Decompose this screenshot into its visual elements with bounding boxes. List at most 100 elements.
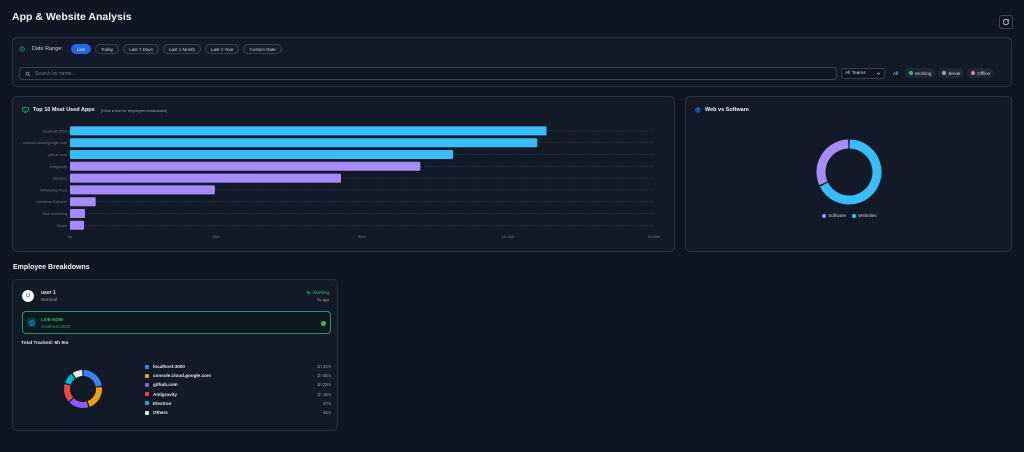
list-item[interactable]: console.cloud.google.com 1h 40m xyxy=(145,371,331,380)
live-app-icon xyxy=(27,318,36,327)
status-dot xyxy=(971,71,976,75)
bar-label-localhost-3000: localhost:3000 xyxy=(43,129,68,133)
search-field[interactable] xyxy=(19,67,837,80)
legend-item-websites: Websites xyxy=(852,213,877,218)
web-vs-software-title: Web vs Software xyxy=(705,107,749,113)
live-app-name: localhost:3000 xyxy=(41,324,71,329)
app-time: 1h 40m xyxy=(317,373,331,379)
bar-label-whatsapp-root: WhatsApp.Root xyxy=(40,188,68,192)
donut-slice-websites[interactable] xyxy=(819,139,882,205)
bar-electron[interactable] xyxy=(70,173,341,183)
date-option-custom-date[interactable]: Custom Date xyxy=(243,44,282,54)
status-label: Working xyxy=(312,290,329,295)
bar-label-console-cloud-google-com: console.cloud.google.com xyxy=(23,141,67,145)
date-range-row: Date Range: Live Today Last 7 Days Last 1 M… xyxy=(19,44,282,54)
app-color-swatch xyxy=(145,401,149,406)
bar-skype[interactable] xyxy=(70,220,85,230)
bar-whatsapp-root[interactable] xyxy=(70,185,215,195)
donut-slice-electron[interactable] xyxy=(65,373,76,385)
date-option-last-7-days[interactable]: Last 7 Days xyxy=(123,44,159,54)
app-time: 47m xyxy=(322,400,331,406)
status-filter-all[interactable]: All xyxy=(889,68,902,78)
live-indicator xyxy=(321,321,326,326)
list-item[interactable]: github.com 1h 22m xyxy=(145,380,331,389)
top-apps-bar-chart: localhost:3000 console.cloud.google.com gi… xyxy=(23,126,660,239)
employee-card[interactable]: U user 1 General Working 5s ago LIVE NOW… xyxy=(12,279,338,431)
legend-label: Websites xyxy=(858,213,877,218)
bar-label-windows-explorer: Windows Explorer xyxy=(36,200,67,204)
web-vs-software-panel: Web vs Software Software Websites xyxy=(685,96,1012,252)
x-tick-label: 1h 15m xyxy=(502,235,515,239)
live-now-box: LIVE NOW localhost:3000 xyxy=(22,311,331,334)
donut-slice-localhost-3000[interactable] xyxy=(83,370,102,387)
status-filter-break[interactable]: Break xyxy=(938,68,965,78)
team-select[interactable]: All Teams xyxy=(841,68,885,79)
app-color-swatch xyxy=(145,382,149,387)
team-select-value: All Teams xyxy=(845,71,866,76)
activity-icon xyxy=(305,290,311,295)
app-name: Antigravity xyxy=(153,391,177,397)
x-tick-label: 50m xyxy=(358,235,365,239)
date-range-label: Date Range: xyxy=(32,46,63,52)
app-color-swatch xyxy=(145,410,149,415)
top-apps-panel: Top 10 Most Used Apps (Click a bar for e… xyxy=(12,96,675,252)
date-option-today[interactable]: Today xyxy=(95,44,120,54)
date-option-last-1-month[interactable]: Last 1 Month xyxy=(162,44,201,54)
total-tracked: Total Tracked: 6h 9m xyxy=(21,341,69,346)
refresh-button[interactable] xyxy=(999,15,1013,29)
app-time: 1h 42m xyxy=(317,364,331,370)
avatar: U xyxy=(22,290,34,302)
donut-slice-github-com[interactable] xyxy=(69,398,89,408)
employee-app-list: localhost:3000 1h 42m console.cloud.google… xyxy=(145,362,331,417)
bar-antigravity[interactable] xyxy=(70,161,421,171)
donut-slice-others[interactable] xyxy=(72,370,83,379)
status-filter-label: All xyxy=(893,70,899,76)
list-item[interactable]: Electron 47m xyxy=(145,399,331,408)
live-now-label: LIVE NOW xyxy=(41,317,64,322)
search-input[interactable] xyxy=(35,70,815,77)
web-vs-software-legend: Software Websites xyxy=(686,213,1013,218)
status-filter-row: All Working Break Offline xyxy=(889,68,995,78)
status-badge: Working xyxy=(305,290,329,295)
status-time: 5s ago xyxy=(316,297,329,302)
bar-github-com[interactable] xyxy=(70,150,454,159)
legend-swatch xyxy=(822,213,827,218)
employee-apps-donut xyxy=(64,370,102,408)
app-time: 1h 15m xyxy=(317,391,331,397)
donut-slice-console-cloud-google-com[interactable] xyxy=(87,386,102,407)
date-option-last-1-year[interactable]: Last 1 Year xyxy=(204,44,240,54)
legend-label: Software xyxy=(828,213,847,218)
list-item[interactable]: Others 44m xyxy=(145,408,331,417)
status-filter-label: Break xyxy=(948,70,961,76)
bar-label-github-com: github.com xyxy=(48,153,67,157)
status-filter-offline[interactable]: Offline xyxy=(967,68,995,78)
bar-label-task-switching: Task Switching xyxy=(42,212,67,216)
monitor-icon xyxy=(22,107,29,113)
donut-slice-software[interactable] xyxy=(816,139,849,186)
status-filter-label: Working xyxy=(915,70,932,76)
bar-windows-explorer[interactable] xyxy=(70,197,96,207)
status-dot xyxy=(909,71,914,75)
employee-name: user 1 xyxy=(41,290,56,296)
bar-task-switching[interactable] xyxy=(70,209,85,218)
clock-icon xyxy=(19,46,25,52)
donut-slice-antigravity[interactable] xyxy=(64,384,74,402)
bar-console-cloud-google-com[interactable] xyxy=(70,138,538,148)
bar-localhost-3000[interactable] xyxy=(70,126,547,136)
employee-section-title: Employee Breakdowns xyxy=(13,264,90,271)
list-item[interactable]: localhost:3000 1h 42m xyxy=(145,362,331,371)
app-name: console.cloud.google.com xyxy=(153,373,211,379)
top-apps-title: Top 10 Most Used Apps xyxy=(33,107,95,113)
legend-swatch xyxy=(852,213,857,218)
employee-team: General xyxy=(41,297,58,302)
top-apps-hint: (Click a bar for employee breakdown) xyxy=(100,107,168,113)
date-option-live[interactable]: Live xyxy=(70,44,92,54)
status-filter-working[interactable]: Working xyxy=(905,68,936,78)
refresh-icon xyxy=(1002,18,1010,26)
app-color-swatch xyxy=(145,373,149,378)
x-tick-label: 0s xyxy=(68,235,72,239)
search-icon xyxy=(25,71,31,76)
legend-item-software: Software xyxy=(822,213,846,218)
app-color-swatch xyxy=(145,364,149,369)
list-item[interactable]: Antigravity 1h 15m xyxy=(145,390,331,399)
